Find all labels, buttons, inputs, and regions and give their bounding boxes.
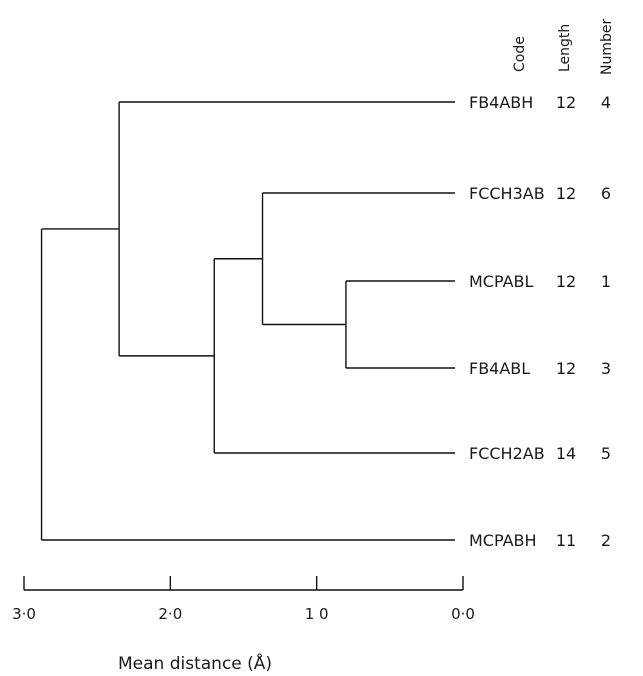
leaf-number-4: 3 [601,359,611,378]
axis-tick-label-3: 1 0 [305,605,329,623]
dendrogram-tree [40,101,455,541]
leaf-number-5: 5 [601,444,611,463]
leaf-code-3: MCPABL [469,272,534,291]
leaf-code-2: FCCH3AB [469,184,545,203]
leaf-length-1: 12 [556,93,576,112]
axis-title: Mean distance (Å) [118,652,272,674]
leaf-length-5: 14 [556,444,576,463]
axis-tick-label-1: 3·0 [12,605,36,623]
leaf-length-4: 12 [556,359,576,378]
leaf-length-3: 12 [556,272,576,291]
leaf-number-1: 4 [601,93,611,112]
leaf-number-3: 1 [601,272,611,291]
leaf-length-6: 11 [556,531,576,550]
leaf-code-1: FB4ABH [469,93,533,112]
leaf-number-2: 6 [601,184,611,203]
leaf-number-6: 2 [601,531,611,550]
axis-tick-label-2: 2·0 [158,605,182,623]
leaf-code-6: MCPABH [469,531,537,550]
distance-axis: 3·0 2·0 1 0 0·0 [12,576,475,623]
header-length: Length [557,24,573,72]
header-code: Code [512,36,528,72]
header-number: Number [599,19,615,75]
axis-tick-label-4: 0·0 [451,605,475,623]
leaf-code-4: FB4ABL [469,359,530,378]
leaf-code-5: FCCH2AB [469,444,545,463]
leaf-length-2: 12 [556,184,576,203]
leaf-label-table: FB4ABH 12 4 FCCH3AB 12 6 MCPABL 12 1 FB4ABL 12 3 FCC… [469,93,611,550]
